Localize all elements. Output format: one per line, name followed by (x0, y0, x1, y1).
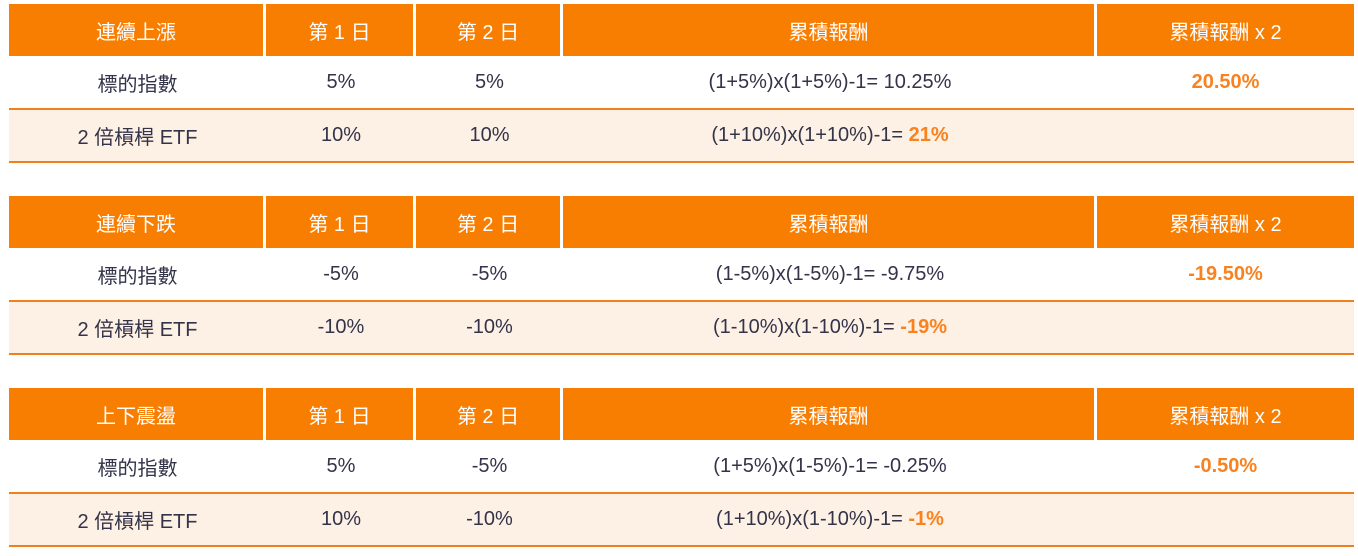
formula-text: (1+10%)x(1-10%)-1= (716, 508, 909, 530)
formula-cell: (1+10%)x(1+10%)-1= 21% (563, 110, 1097, 161)
day1-value-cell: -5% (323, 262, 359, 285)
cumulative-return-2x-header-cell: 累積報酬 x 2 (1169, 213, 1282, 236)
scenario-table-oscillation: 上下震盪 第 1 日 第 2 日 累積報酬 累積報酬 x 2 標的指數 5% -… (9, 388, 1354, 547)
day2-header-cell: 第 2 日 (416, 388, 563, 440)
index-row: 標的指數 -5% -5% (1-5%)x(1-5%)-1= -9.75% -19… (9, 248, 1354, 300)
row-label-cell: 標的指數 (97, 265, 178, 288)
day2-value-cell: 5% (475, 70, 504, 93)
leveraged-etf-row: 2 倍槓桿 ETF 10% -10% (1+10%)x(1-10%)-1= -1… (9, 492, 1354, 547)
cumulative-2x-value-cell (1097, 302, 1354, 353)
day2-header-cell: 第 2 日 (416, 196, 563, 248)
formula-text: (1+10%)x(1+10%)-1= (711, 124, 909, 146)
table-header-row: 連續下跌 第 1 日 第 2 日 累積報酬 累積報酬 x 2 (9, 196, 1354, 248)
formula-highlight: 21% (908, 124, 949, 146)
cumulative-2x-value-cell (1097, 110, 1354, 161)
scenario-table-consecutive-decline: 連續下跌 第 1 日 第 2 日 累積報酬 累積報酬 x 2 標的指數 -5% … (9, 196, 1354, 355)
day1-value-cell: 10% (320, 124, 362, 146)
row-label-cell: 標的指數 (97, 73, 178, 96)
day2-value-cell: 10% (469, 124, 510, 146)
row-label-cell: 2 倍槓桿 ETF (77, 319, 198, 341)
cumulative-return-2x-header-cell: 累積報酬 x 2 (1169, 405, 1282, 428)
day1-value-cell: 10% (320, 508, 362, 530)
leveraged-etf-row: 2 倍槓桿 ETF -10% -10% (1-10%)x(1-10%)-1= -… (9, 300, 1354, 355)
table-header-row: 連續上漲 第 1 日 第 2 日 累積報酬 累積報酬 x 2 (9, 4, 1354, 56)
day2-header-cell: 第 2 日 (416, 4, 563, 56)
day2-value-cell: -10% (466, 316, 513, 338)
table-header-row: 上下震盪 第 1 日 第 2 日 累積報酬 累積報酬 x 2 (9, 388, 1354, 440)
formula-highlight: -1% (908, 508, 944, 530)
day1-value-cell: 5% (326, 70, 356, 93)
cumulative-2x-value-cell: -0.50% (1193, 454, 1258, 477)
formula-text: (1+5%)x(1-5%)-1= -0.25% (713, 454, 947, 477)
index-row: 標的指數 5% -5% (1+5%)x(1-5%)-1= -0.25% -0.5… (9, 440, 1354, 492)
formula-cell: (1-10%)x(1-10%)-1= -19% (563, 302, 1097, 353)
row-label-cell: 2 倍槓桿 ETF (77, 127, 198, 149)
row-label-cell: 2 倍槓桿 ETF (77, 511, 198, 533)
cumulative-return-header-cell: 累積報酬 (563, 388, 1097, 440)
cumulative-return-header-cell: 累積報酬 (563, 4, 1097, 56)
cumulative-return-header-cell: 累積報酬 (563, 196, 1097, 248)
leveraged-etf-row: 2 倍槓桿 ETF 10% 10% (1+10%)x(1+10%)-1= 21% (9, 108, 1354, 163)
cumulative-2x-value-cell: 20.50% (1191, 70, 1260, 93)
scenario-title-cell: 連續上漲 (9, 4, 266, 56)
day1-value-cell: 5% (326, 454, 356, 477)
day1-header-cell: 第 1 日 (266, 4, 416, 56)
day2-value-cell: -10% (466, 508, 513, 530)
index-row: 標的指數 5% 5% (1+5%)x(1+5%)-1= 10.25% 20.50… (9, 56, 1354, 108)
scenario-table-consecutive-rise: 連續上漲 第 1 日 第 2 日 累積報酬 累積報酬 x 2 標的指數 5% 5… (9, 4, 1354, 163)
day2-value-cell: -5% (471, 454, 508, 477)
day2-value-cell: -5% (471, 262, 508, 285)
formula-text: (1+5%)x(1+5%)-1= 10.25% (708, 70, 952, 93)
row-label-cell: 標的指數 (97, 457, 178, 480)
day1-header-cell: 第 1 日 (266, 388, 416, 440)
formula-cell: (1+5%)x(1-5%)-1= -0.25% (563, 440, 1097, 492)
formula-cell: (1+10%)x(1-10%)-1= -1% (563, 494, 1097, 545)
formula-cell: (1+5%)x(1+5%)-1= 10.25% (563, 56, 1097, 108)
day1-header-cell: 第 1 日 (266, 196, 416, 248)
day1-value-cell: -10% (317, 316, 365, 338)
formula-highlight: -19% (900, 316, 947, 338)
cumulative-return-2x-header-cell: 累積報酬 x 2 (1169, 21, 1282, 44)
formula-cell: (1-5%)x(1-5%)-1= -9.75% (563, 248, 1097, 300)
formula-text: (1-5%)x(1-5%)-1= -9.75% (715, 262, 945, 285)
cumulative-2x-value-cell (1097, 494, 1354, 545)
cumulative-2x-value-cell: -19.50% (1188, 262, 1263, 285)
scenario-title-cell: 連續下跌 (9, 196, 266, 248)
formula-text: (1-10%)x(1-10%)-1= (713, 316, 901, 338)
scenario-title-cell: 上下震盪 (9, 388, 266, 440)
